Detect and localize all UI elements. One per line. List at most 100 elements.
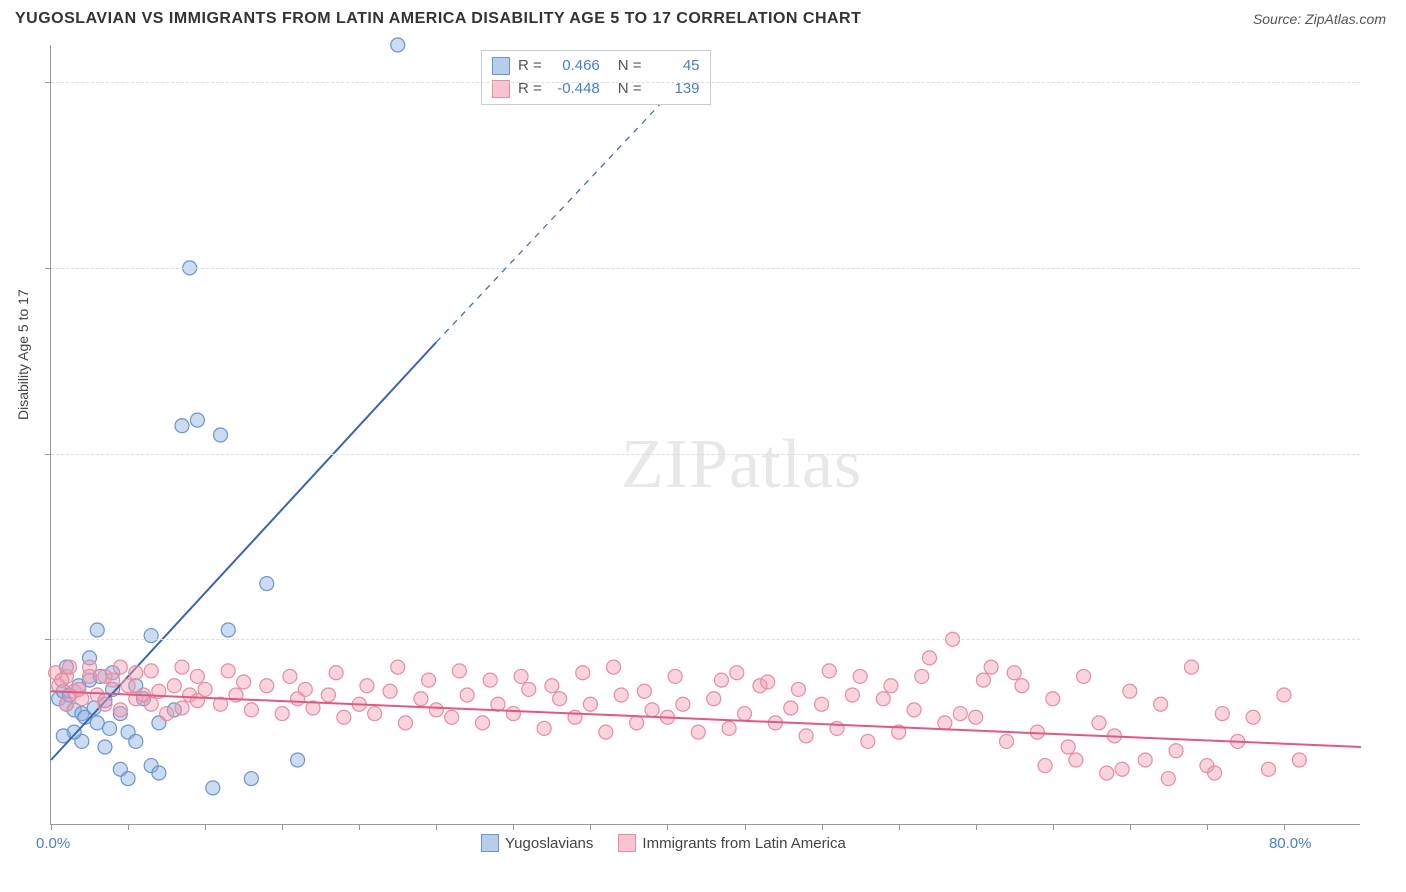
- data-point: [1046, 692, 1060, 706]
- data-point: [275, 707, 289, 721]
- data-point: [1208, 766, 1222, 780]
- data-point: [1169, 744, 1183, 758]
- data-point: [1246, 710, 1260, 724]
- data-point: [422, 673, 436, 687]
- data-point: [645, 703, 659, 717]
- data-point: [822, 664, 836, 678]
- data-point: [129, 666, 143, 680]
- data-point: [1077, 669, 1091, 683]
- data-point: [98, 697, 112, 711]
- data-point: [175, 660, 189, 674]
- data-point: [1007, 666, 1021, 680]
- data-point: [1215, 707, 1229, 721]
- data-point: [476, 716, 490, 730]
- y-tick-label: 30.0%: [1365, 259, 1406, 276]
- data-point: [121, 772, 135, 786]
- data-point: [876, 692, 890, 706]
- data-point: [298, 682, 312, 696]
- legend-swatch: [492, 57, 510, 75]
- data-point: [545, 679, 559, 693]
- data-point: [244, 772, 258, 786]
- data-point: [221, 623, 235, 637]
- data-point: [368, 707, 382, 721]
- data-point: [90, 623, 104, 637]
- data-point: [360, 679, 374, 693]
- y-tick-label: 10.0%: [1365, 631, 1406, 648]
- y-tick-label: 20.0%: [1365, 445, 1406, 462]
- x-tick-label: 80.0%: [1269, 835, 1312, 852]
- data-point: [321, 688, 335, 702]
- data-point: [1161, 772, 1175, 786]
- data-point: [668, 669, 682, 683]
- data-point: [160, 707, 174, 721]
- series-legend: Yugoslavians Immigrants from Latin Americ…: [481, 834, 846, 852]
- data-point: [175, 419, 189, 433]
- series-legend-item: Yugoslavians: [481, 834, 593, 852]
- data-point: [599, 725, 613, 739]
- data-point: [260, 577, 274, 591]
- data-point: [1100, 766, 1114, 780]
- data-point: [121, 679, 135, 693]
- data-point: [483, 673, 497, 687]
- data-point: [1262, 762, 1276, 776]
- data-point: [144, 629, 158, 643]
- data-point: [59, 697, 73, 711]
- plot-svg: [51, 45, 1360, 824]
- data-point: [398, 716, 412, 730]
- data-point: [1115, 762, 1129, 776]
- data-point: [784, 701, 798, 715]
- data-point: [722, 721, 736, 735]
- data-point: [55, 673, 69, 687]
- data-point: [522, 682, 536, 696]
- gridline: [51, 268, 1360, 269]
- data-point: [144, 664, 158, 678]
- data-point: [452, 664, 466, 678]
- data-point: [714, 673, 728, 687]
- data-point: [260, 679, 274, 693]
- series-legend-item: Immigrants from Latin America: [618, 834, 845, 852]
- data-point: [537, 721, 551, 735]
- y-axis-label: Disability Age 5 to 17: [15, 289, 31, 420]
- data-point: [83, 669, 97, 683]
- data-point: [175, 701, 189, 715]
- data-point: [391, 660, 405, 674]
- data-point: [1000, 734, 1014, 748]
- data-point: [1092, 716, 1106, 730]
- data-point: [553, 692, 567, 706]
- data-point: [1184, 660, 1198, 674]
- data-point: [1277, 688, 1291, 702]
- data-point: [676, 697, 690, 711]
- data-point: [953, 707, 967, 721]
- data-point: [969, 710, 983, 724]
- data-point: [938, 716, 952, 730]
- data-point: [244, 703, 258, 717]
- gridline: [51, 454, 1360, 455]
- data-point: [984, 660, 998, 674]
- stat-legend-row: R =-0.448N =139: [492, 78, 700, 101]
- data-point: [630, 716, 644, 730]
- data-point: [214, 428, 228, 442]
- chart-title: YUGOSLAVIAN VS IMMIGRANTS FROM LATIN AME…: [15, 10, 861, 28]
- data-point: [884, 679, 898, 693]
- gridline: [51, 82, 1360, 83]
- data-point: [1138, 753, 1152, 767]
- legend-swatch: [481, 834, 499, 852]
- gridline: [51, 639, 1360, 640]
- data-point: [691, 725, 705, 739]
- data-point: [1038, 759, 1052, 773]
- data-point: [1069, 753, 1083, 767]
- data-point: [1123, 684, 1137, 698]
- data-point: [98, 740, 112, 754]
- data-point: [738, 707, 752, 721]
- data-point: [460, 688, 474, 702]
- data-point: [221, 664, 235, 678]
- data-point: [514, 669, 528, 683]
- chart-plot-area: ZIPatlas R =0.466N =45R =-0.448N =139 Yu…: [50, 45, 1360, 825]
- data-point: [583, 697, 597, 711]
- data-point: [845, 688, 859, 702]
- data-point: [1015, 679, 1029, 693]
- x-tick-label: 0.0%: [36, 835, 70, 852]
- data-point: [103, 721, 117, 735]
- data-point: [707, 692, 721, 706]
- y-tick-label: 40.0%: [1365, 74, 1406, 91]
